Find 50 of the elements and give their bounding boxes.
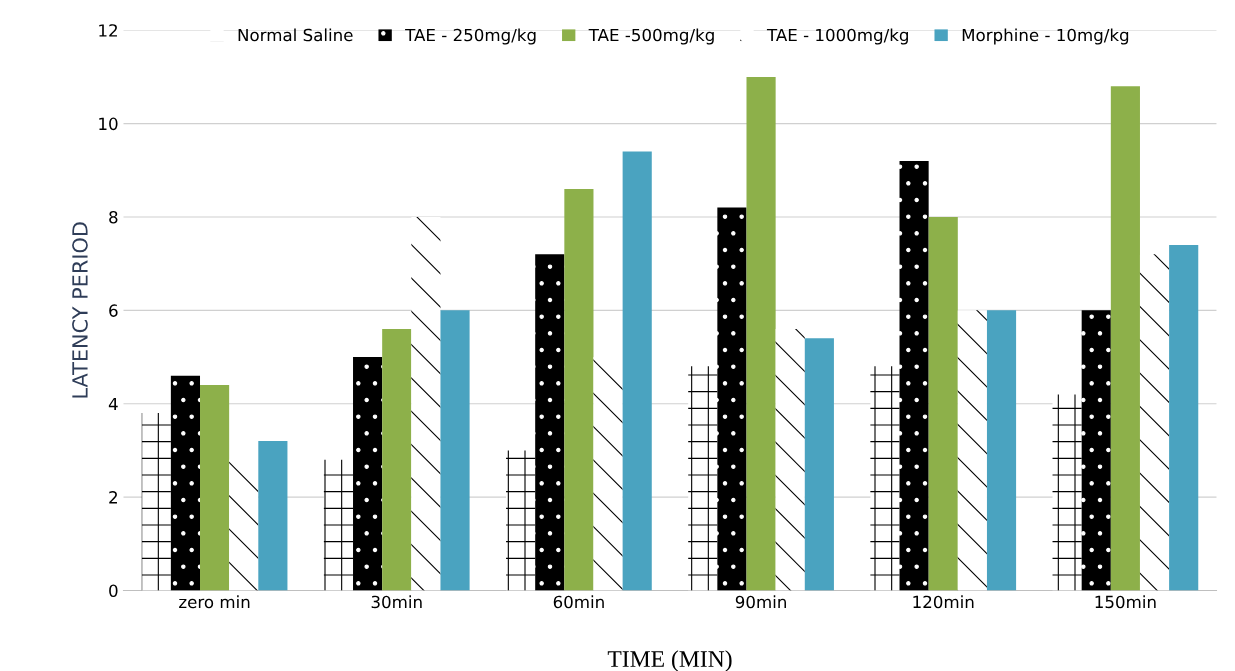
bar <box>870 366 900 591</box>
y-tick-label: 10 <box>99 117 118 131</box>
x-tick-label: 90min <box>735 595 786 609</box>
bar <box>717 207 747 591</box>
bar <box>986 310 1017 591</box>
bar <box>1081 310 1111 591</box>
legend-label: TAE - 250mg/kg <box>405 28 536 45</box>
bar <box>957 310 987 591</box>
bar <box>200 385 230 591</box>
legend-label: Normal Saline <box>238 28 353 42</box>
legend-label: TAE -500mg/kg <box>588 28 714 45</box>
bar <box>928 216 958 591</box>
x-axis-title: TIME (MIN) <box>607 650 732 671</box>
bar <box>1052 394 1082 591</box>
x-tick-label: 120min <box>913 595 974 609</box>
x-tick-label: 150min <box>1095 595 1156 609</box>
legend-label: Morphine - 10mg/kg <box>962 28 1129 45</box>
bar <box>170 375 201 591</box>
x-tick-label: 30min <box>371 595 422 609</box>
bar <box>593 357 623 591</box>
bar <box>258 441 288 591</box>
bar <box>535 254 565 591</box>
bar <box>353 357 383 591</box>
bar <box>804 338 834 591</box>
bar <box>899 160 929 591</box>
y-tick-label: 4 <box>108 397 118 411</box>
y-tick-label: 8 <box>109 210 118 224</box>
bar <box>229 459 259 591</box>
y-axis-title: LATENCY PERIOD <box>72 222 88 398</box>
bar <box>440 310 470 591</box>
bar <box>746 76 776 591</box>
bar <box>1110 86 1140 591</box>
bar <box>141 413 171 591</box>
bar <box>382 329 412 591</box>
bar <box>506 450 536 591</box>
bar <box>564 188 594 591</box>
x-tick-label: zero min <box>179 595 250 609</box>
y-tick-label: 2 <box>109 491 117 504</box>
legend-label: TAE - 1000mg/kg <box>766 28 908 45</box>
y-tick-label: 6 <box>109 304 118 317</box>
y-tick-label: 12 <box>99 24 117 37</box>
bar <box>411 216 441 591</box>
bar <box>1169 244 1199 591</box>
y-tick-label: 0 <box>109 584 118 598</box>
x-tick-label: 60min <box>553 595 604 609</box>
bar <box>775 329 805 591</box>
bar <box>1139 254 1170 591</box>
bar <box>323 459 354 591</box>
bar <box>688 366 718 591</box>
bar <box>622 151 652 591</box>
